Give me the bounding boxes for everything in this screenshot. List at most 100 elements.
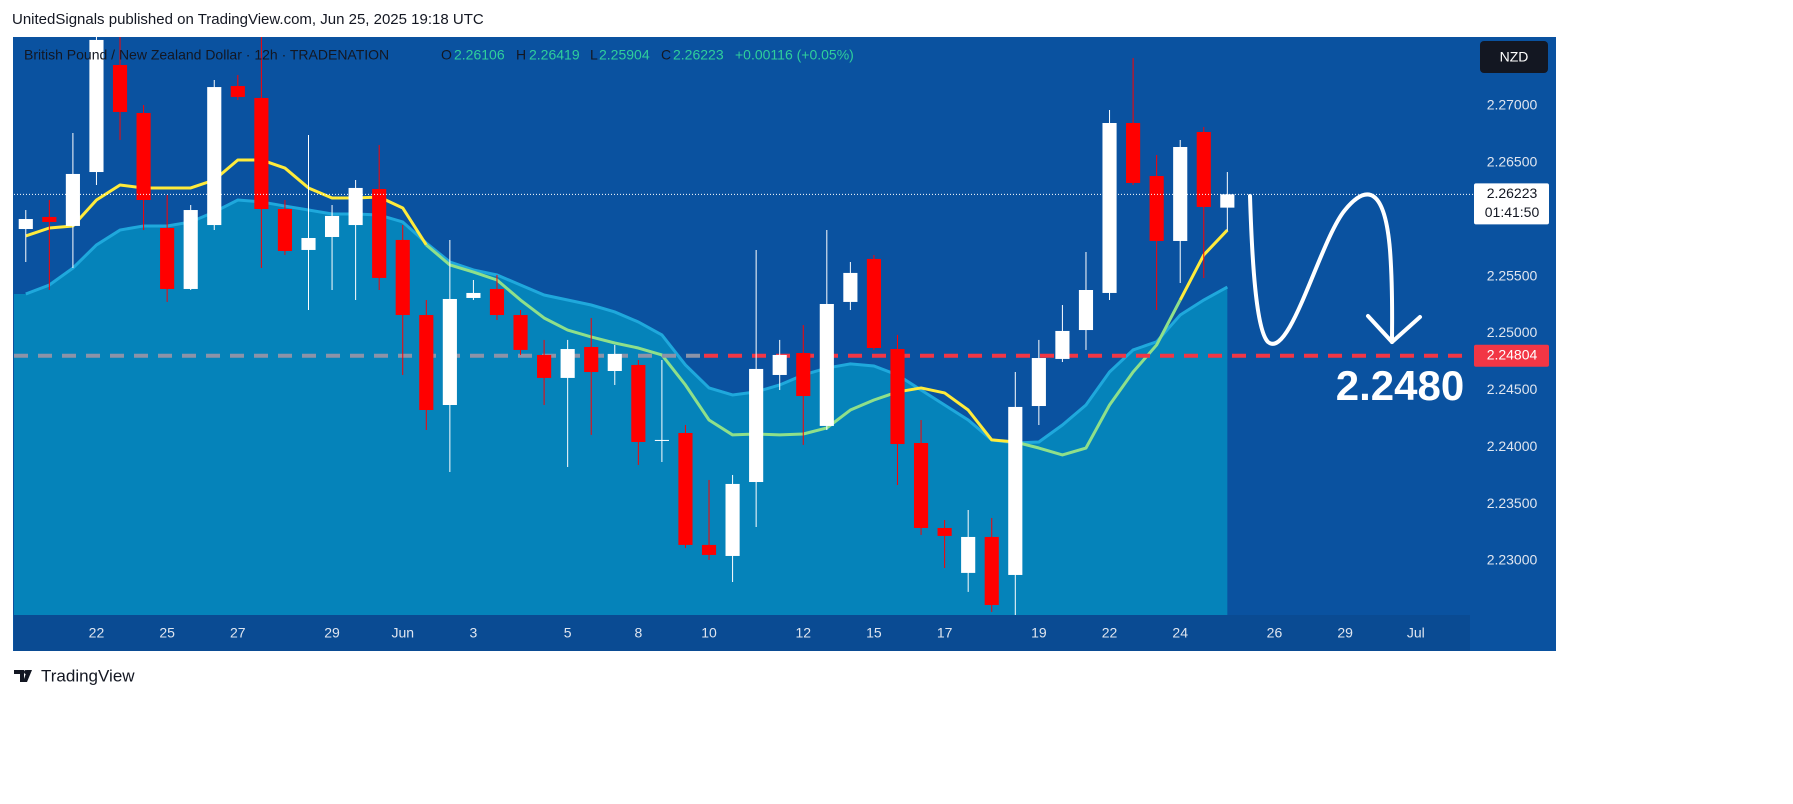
candle-body bbox=[678, 432, 693, 545]
ohlc-value: 2.26106 bbox=[454, 47, 505, 63]
candle-body bbox=[18, 219, 33, 230]
x-tick-label: 12 bbox=[795, 625, 811, 641]
y-tick-label: 2.23500 bbox=[1487, 495, 1538, 511]
countdown-label: 01:41:50 bbox=[1485, 204, 1540, 220]
candle-body bbox=[1031, 358, 1046, 407]
candle-body bbox=[890, 349, 905, 445]
x-tick-label: Jul bbox=[1407, 625, 1425, 641]
candle-body bbox=[1126, 123, 1141, 183]
y-tick-label: 2.24500 bbox=[1487, 381, 1538, 397]
x-tick-label: 29 bbox=[324, 625, 340, 641]
candle-body bbox=[631, 364, 646, 442]
x-tick-label: 27 bbox=[230, 625, 246, 641]
candle-body bbox=[301, 238, 316, 250]
x-tick-label: 25 bbox=[159, 625, 175, 641]
candle-body bbox=[207, 87, 222, 226]
candle-body bbox=[395, 239, 410, 316]
candle-body bbox=[843, 272, 858, 302]
candle-body bbox=[1196, 131, 1211, 207]
candle-body bbox=[489, 288, 505, 316]
candle-body bbox=[749, 368, 764, 483]
candle-body bbox=[1102, 123, 1117, 293]
y-tick-label: 2.25500 bbox=[1487, 267, 1538, 283]
x-tick-label: 22 bbox=[89, 625, 105, 641]
candle-body bbox=[136, 112, 151, 201]
candle-body bbox=[419, 315, 434, 411]
x-tick-label: 26 bbox=[1267, 625, 1283, 641]
candle-body bbox=[160, 227, 175, 289]
candle-body bbox=[348, 187, 363, 226]
candle-body bbox=[112, 64, 128, 112]
y-tick-label: 2.26500 bbox=[1487, 154, 1538, 170]
candle-body bbox=[537, 354, 552, 378]
candle-body bbox=[772, 354, 787, 375]
drawn-arrow bbox=[1248, 192, 1395, 346]
candle-body bbox=[1149, 176, 1164, 241]
candle-body bbox=[984, 536, 999, 605]
candle-body bbox=[819, 303, 834, 426]
candle-body bbox=[1220, 194, 1235, 208]
ohlc-label: C bbox=[661, 47, 671, 63]
x-tick-label: 15 bbox=[866, 625, 882, 641]
candle-body bbox=[1173, 147, 1188, 241]
publisher-header: UnitedSignals published on TradingView.c… bbox=[12, 11, 484, 28]
candle-body bbox=[65, 173, 80, 226]
ohlc-value: 2.26419 bbox=[529, 47, 580, 63]
currency-badge[interactable] bbox=[1480, 41, 1548, 73]
ohlc-value: 2.25904 bbox=[599, 47, 650, 63]
x-tick-label: 8 bbox=[634, 625, 642, 641]
x-tick-label: 22 bbox=[1102, 625, 1118, 641]
candle-body bbox=[961, 536, 976, 573]
x-tick-label: 10 bbox=[701, 625, 717, 641]
candle-body bbox=[796, 353, 811, 397]
candle-body bbox=[654, 439, 669, 441]
y-tick-label: 2.23000 bbox=[1487, 552, 1538, 568]
ohlc-value: 2.26223 bbox=[673, 47, 724, 63]
candle-body bbox=[1078, 289, 1094, 331]
band-line bbox=[25, 198, 1229, 445]
logo-text: TradingView bbox=[41, 666, 135, 685]
price-line-badge bbox=[1474, 344, 1549, 367]
candle-body bbox=[1008, 406, 1023, 575]
candle-body bbox=[937, 527, 952, 536]
candle-body bbox=[866, 258, 882, 349]
tradingview-logo: TradingView bbox=[14, 666, 135, 685]
change-label: +0.00116 (+0.05%) bbox=[735, 47, 854, 63]
last-price-badge bbox=[1474, 183, 1549, 225]
logo-dot bbox=[24, 670, 28, 674]
plot-area bbox=[14, 37, 1470, 615]
moving-average bbox=[425, 243, 1182, 457]
candle-body bbox=[442, 298, 457, 406]
target-annotation: 2.2480 bbox=[1336, 362, 1464, 409]
candle-body bbox=[560, 349, 575, 378]
candle-body bbox=[254, 97, 269, 210]
time-axis bbox=[14, 615, 1470, 651]
candle-body bbox=[89, 39, 104, 173]
candle-body bbox=[466, 292, 481, 298]
candle-body bbox=[183, 210, 198, 289]
x-tick-label: 24 bbox=[1172, 625, 1188, 641]
x-tick-label: 19 bbox=[1031, 625, 1047, 641]
y-tick-label: 2.25000 bbox=[1487, 324, 1538, 340]
arrow-head bbox=[1366, 314, 1422, 344]
overlay: 2.2480 British Pound / New Zealand Dolla… bbox=[14, 41, 1549, 641]
x-tick-label: 29 bbox=[1337, 625, 1353, 641]
candle-body bbox=[230, 86, 245, 97]
last-price-label: 2.26223 bbox=[1487, 185, 1538, 201]
x-tick-label: Jun bbox=[391, 625, 414, 641]
x-tick-label: 3 bbox=[470, 625, 478, 641]
candle-body bbox=[277, 209, 293, 251]
price-line-label: 2.24804 bbox=[1487, 346, 1538, 362]
candle-body bbox=[913, 442, 929, 528]
candle-body bbox=[725, 483, 740, 556]
candle-body bbox=[372, 188, 387, 278]
ohlc-label: L bbox=[590, 47, 598, 63]
candle-body bbox=[513, 315, 528, 350]
ohlc-label: H bbox=[516, 47, 526, 63]
candle-body bbox=[584, 346, 599, 373]
x-tick-label: 5 bbox=[564, 625, 572, 641]
y-tick-label: 2.27000 bbox=[1487, 97, 1538, 113]
currency-label: NZD bbox=[1500, 49, 1529, 65]
candle-body bbox=[1055, 330, 1070, 359]
